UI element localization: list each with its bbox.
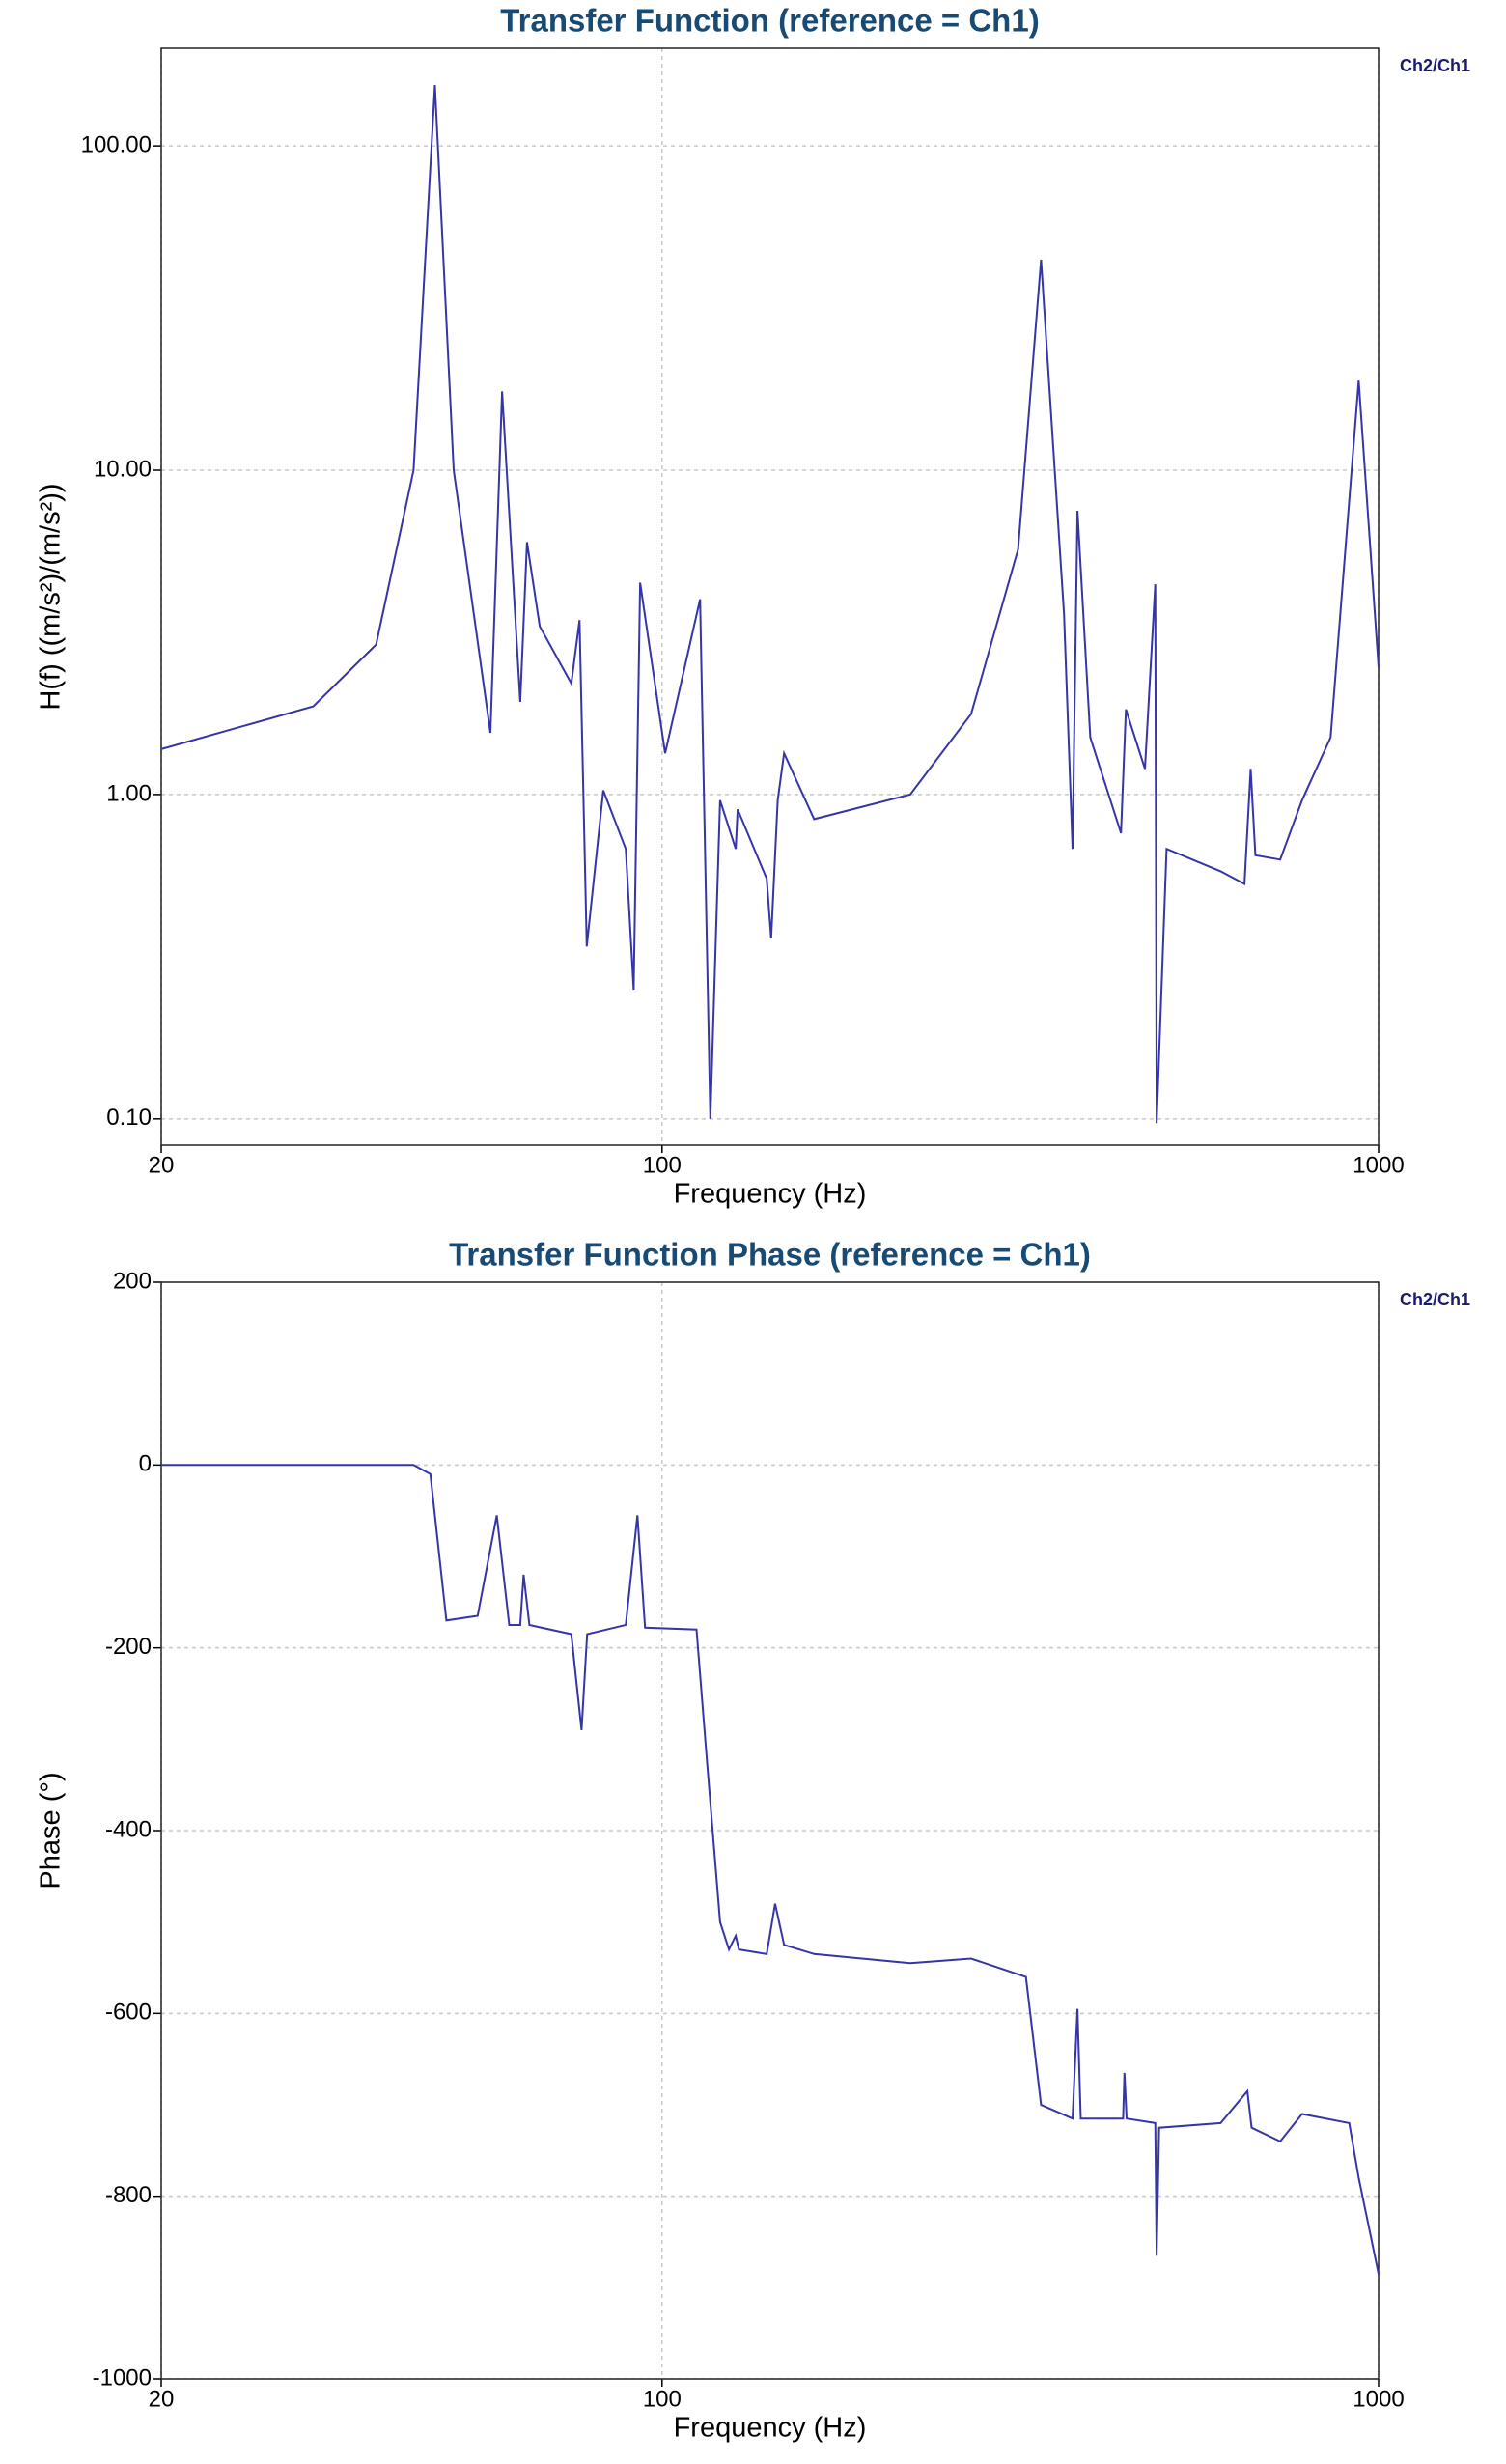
y-axis-label: Phase (°) (36, 1772, 67, 1889)
x-tick-label: 20 (149, 2386, 175, 2412)
y-tick-label: 10.00 (94, 456, 152, 482)
y-tick-label: 100.00 (81, 131, 152, 157)
x-axis-label: Frequency (Hz) (674, 2413, 867, 2444)
y-tick-label: -800 (105, 2182, 152, 2208)
x-tick-label: 100 (643, 1152, 682, 1178)
x-axis-label: Frequency (Hz) (674, 1179, 867, 1210)
y-tick-label: -600 (105, 2000, 152, 2026)
y-tick-label: -200 (105, 1634, 152, 1660)
data-line (161, 1464, 1380, 2275)
y-tick-label: 0 (139, 1451, 152, 1477)
plot-frame (160, 1281, 1380, 2380)
data-line (160, 85, 1380, 1124)
x-tick-label: 1000 (1353, 2386, 1404, 2412)
chart-title: Transfer Function Phase (reference = Ch1… (449, 1237, 1091, 1273)
y-axis-label: H(f) ((m/s²)/(m/s²)) (36, 483, 67, 710)
x-tick-label: 20 (149, 1152, 175, 1178)
x-tick-label: 100 (643, 2386, 682, 2412)
plot-frame (160, 47, 1380, 1146)
legend-label: Ch2/Ch1 (1400, 56, 1470, 75)
y-tick-label: -400 (105, 1816, 152, 1842)
chart-title: Transfer Function (reference = Ch1) (500, 3, 1039, 39)
y-tick-label: 1.00 (106, 780, 152, 806)
y-tick-label: 0.10 (106, 1105, 152, 1131)
x-tick-label: 1000 (1353, 1152, 1404, 1178)
y-tick-label: -1000 (93, 2365, 152, 2391)
y-tick-label: 200 (113, 1268, 152, 1294)
legend-label: Ch2/Ch1 (1400, 1290, 1470, 1309)
